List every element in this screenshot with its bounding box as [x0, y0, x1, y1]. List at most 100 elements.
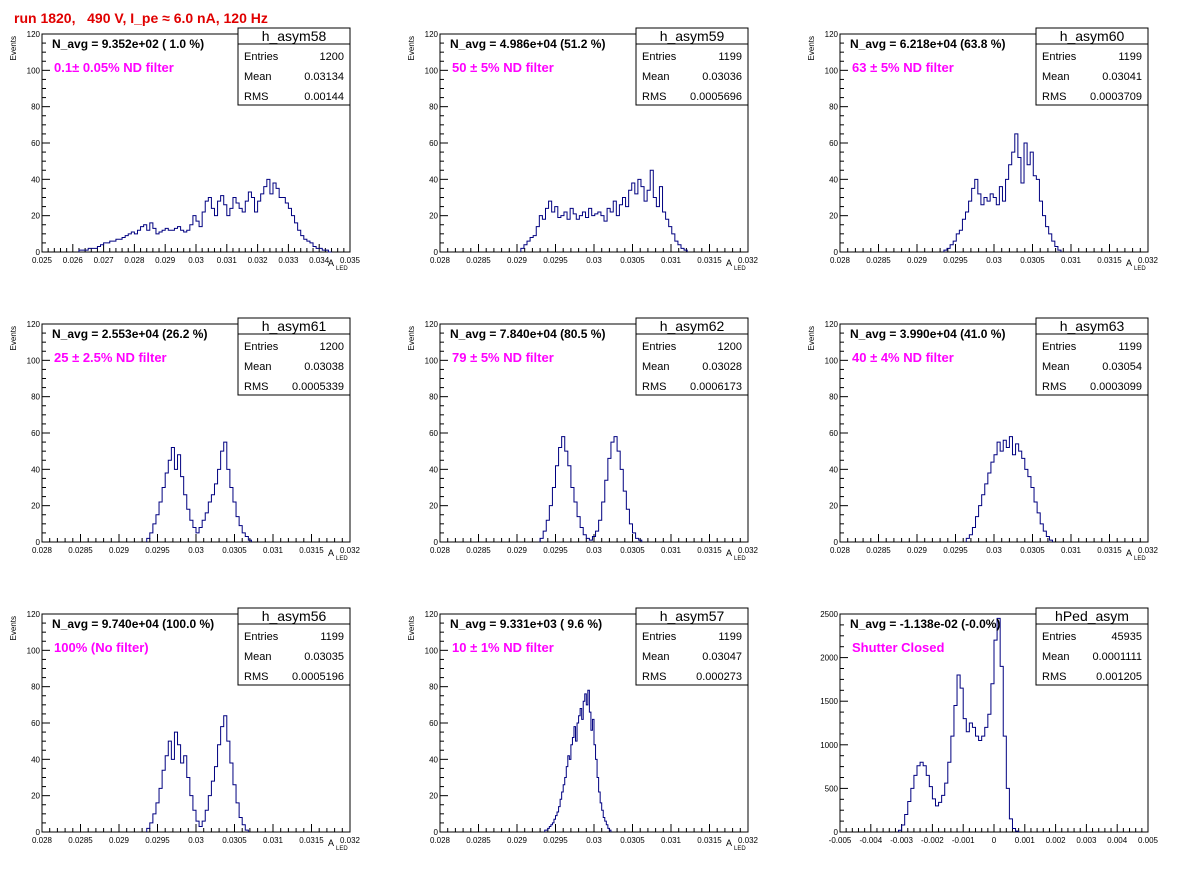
- x-tick-label: 0.004: [1107, 836, 1128, 845]
- stats-box: [237, 317, 351, 396]
- y-axis-title: Events: [9, 616, 18, 640]
- stats-row-label: Mean: [244, 71, 272, 83]
- histogram-panel-h_asym61: 0.028 0.0285 0.029 0.0295 0.03 0.0305 0.031 0.0…: [9, 317, 361, 562]
- stats-row-value: 0.000273: [696, 671, 742, 683]
- y-tick-label: 100: [27, 646, 41, 655]
- stats-row-value: 0.03038: [304, 361, 344, 373]
- x-tick-label: 0.0315: [1097, 256, 1122, 265]
- stats-row-label: Entries: [642, 341, 677, 353]
- x-tick-label: 0.032: [340, 546, 361, 555]
- x-tick-label: 0.0285: [866, 546, 891, 555]
- y-tick-label: 60: [31, 719, 40, 728]
- stats-row-label: Mean: [1042, 651, 1070, 663]
- x-axis-title: A: [726, 838, 732, 848]
- stats-row-value: 0.001205: [1096, 671, 1142, 683]
- stats-title: h_asym60: [1060, 28, 1125, 44]
- stats-row-label: RMS: [244, 381, 268, 393]
- y-tick-label: 20: [31, 212, 40, 221]
- y-tick-label: 100: [425, 66, 439, 75]
- stats-row-label: RMS: [642, 381, 666, 393]
- x-tick-label: 0.0285: [68, 836, 93, 845]
- y-tick-label: 0: [834, 538, 839, 547]
- x-tick-label: 0.029: [109, 836, 130, 845]
- y-tick-label: 0: [434, 828, 439, 837]
- x-axis-title: A: [1126, 258, 1132, 268]
- x-tick-label: 0.034: [309, 256, 330, 265]
- navg-label: N_avg = 6.218e+04 (63.8 %): [850, 37, 1005, 51]
- stats-row-label: Entries: [1042, 341, 1077, 353]
- x-tick-label: 0.033: [278, 256, 299, 265]
- y-tick-label: 100: [825, 66, 839, 75]
- y-tick-label: 120: [27, 320, 41, 329]
- stats-row-value: 0.0001111: [1092, 651, 1142, 663]
- stats-title: h_asym62: [660, 318, 725, 334]
- stats-title: h_asym57: [660, 608, 725, 624]
- x-tick-label: 0.032: [738, 836, 759, 845]
- stats-row-value: 0.0006173: [690, 381, 742, 393]
- y-tick-label: 60: [429, 429, 438, 438]
- stats-row-label: Mean: [244, 651, 272, 663]
- stats-row-label: Entries: [1042, 51, 1077, 63]
- stats-box: [1035, 27, 1149, 106]
- filter-label: 100% (No filter): [54, 640, 149, 655]
- stats-row-label: RMS: [1042, 671, 1066, 683]
- x-tick-label: 0.0315: [299, 546, 324, 555]
- filter-label: 10 ± 1% ND filter: [452, 640, 554, 655]
- x-tick-label: 0.0285: [68, 546, 93, 555]
- x-tick-label: 0.031: [661, 546, 682, 555]
- x-tick-label: 0.032: [1138, 546, 1159, 555]
- x-tick-label: 0.028: [124, 256, 145, 265]
- stats-row-value: 0.03028: [702, 361, 742, 373]
- y-tick-label: 120: [425, 30, 439, 39]
- filter-label: 79 ± 5% ND filter: [452, 350, 554, 365]
- stats-box: [237, 607, 351, 686]
- y-tick-label: 60: [429, 719, 438, 728]
- x-tick-label: 0.0285: [466, 546, 491, 555]
- filter-label: 40 ± 4% ND filter: [852, 350, 954, 365]
- stats-box: [635, 607, 749, 686]
- stats-row-value: 1199: [1118, 51, 1142, 63]
- stats-row-label: Mean: [1042, 361, 1070, 373]
- y-tick-label: 60: [829, 139, 838, 148]
- y-tick-label: 80: [829, 393, 838, 402]
- stats-title: h_asym63: [1060, 318, 1125, 334]
- x-tick-label: 0.031: [661, 836, 682, 845]
- x-tick-label: 0.0295: [943, 546, 968, 555]
- stats-box: [635, 27, 749, 106]
- x-axis-title-subscript: LED: [336, 556, 348, 562]
- y-tick-label: 120: [425, 320, 439, 329]
- stats-row-value: 0.03041: [1102, 71, 1142, 83]
- histogram-bars: [146, 441, 252, 542]
- y-tick-label: 80: [31, 103, 40, 112]
- x-tick-label: 0: [992, 836, 997, 845]
- y-tick-label: 100: [425, 646, 439, 655]
- filter-label: 63 ± 5% ND filter: [852, 60, 954, 75]
- stats-row-label: Mean: [642, 361, 670, 373]
- y-tick-label: 20: [829, 212, 838, 221]
- x-tick-label: 0.0305: [1020, 256, 1045, 265]
- y-tick-label: 80: [429, 393, 438, 402]
- stats-row-value: 0.00144: [304, 91, 344, 103]
- y-tick-label: 100: [27, 66, 41, 75]
- y-tick-label: 40: [429, 175, 438, 184]
- stats-row-value: 45935: [1111, 631, 1142, 643]
- stats-row-label: RMS: [1042, 381, 1066, 393]
- x-tick-label: 0.031: [217, 256, 238, 265]
- navg-label: N_avg = 9.740e+04 (100.0 %): [52, 617, 214, 631]
- x-tick-label: 0.029: [507, 256, 528, 265]
- x-tick-label: -0.005: [829, 836, 852, 845]
- stats-row-value: 0.0005196: [292, 671, 344, 683]
- y-tick-label: 120: [825, 30, 839, 39]
- stats-row-value: 1199: [718, 631, 742, 643]
- x-tick-label: 0.029: [507, 836, 528, 845]
- x-tick-label: -0.004: [859, 836, 882, 845]
- x-tick-label: 0.0315: [299, 836, 324, 845]
- filter-label: 50 ± 5% ND filter: [452, 60, 554, 75]
- stats-row-value: 1200: [320, 341, 344, 353]
- x-axis-title-subscript: LED: [1134, 556, 1146, 562]
- y-tick-label: 1000: [820, 741, 838, 750]
- y-tick-label: 20: [429, 502, 438, 511]
- y-tick-label: 100: [27, 356, 41, 365]
- x-tick-label: 0.03: [986, 256, 1002, 265]
- x-tick-label: 0.032: [738, 546, 759, 555]
